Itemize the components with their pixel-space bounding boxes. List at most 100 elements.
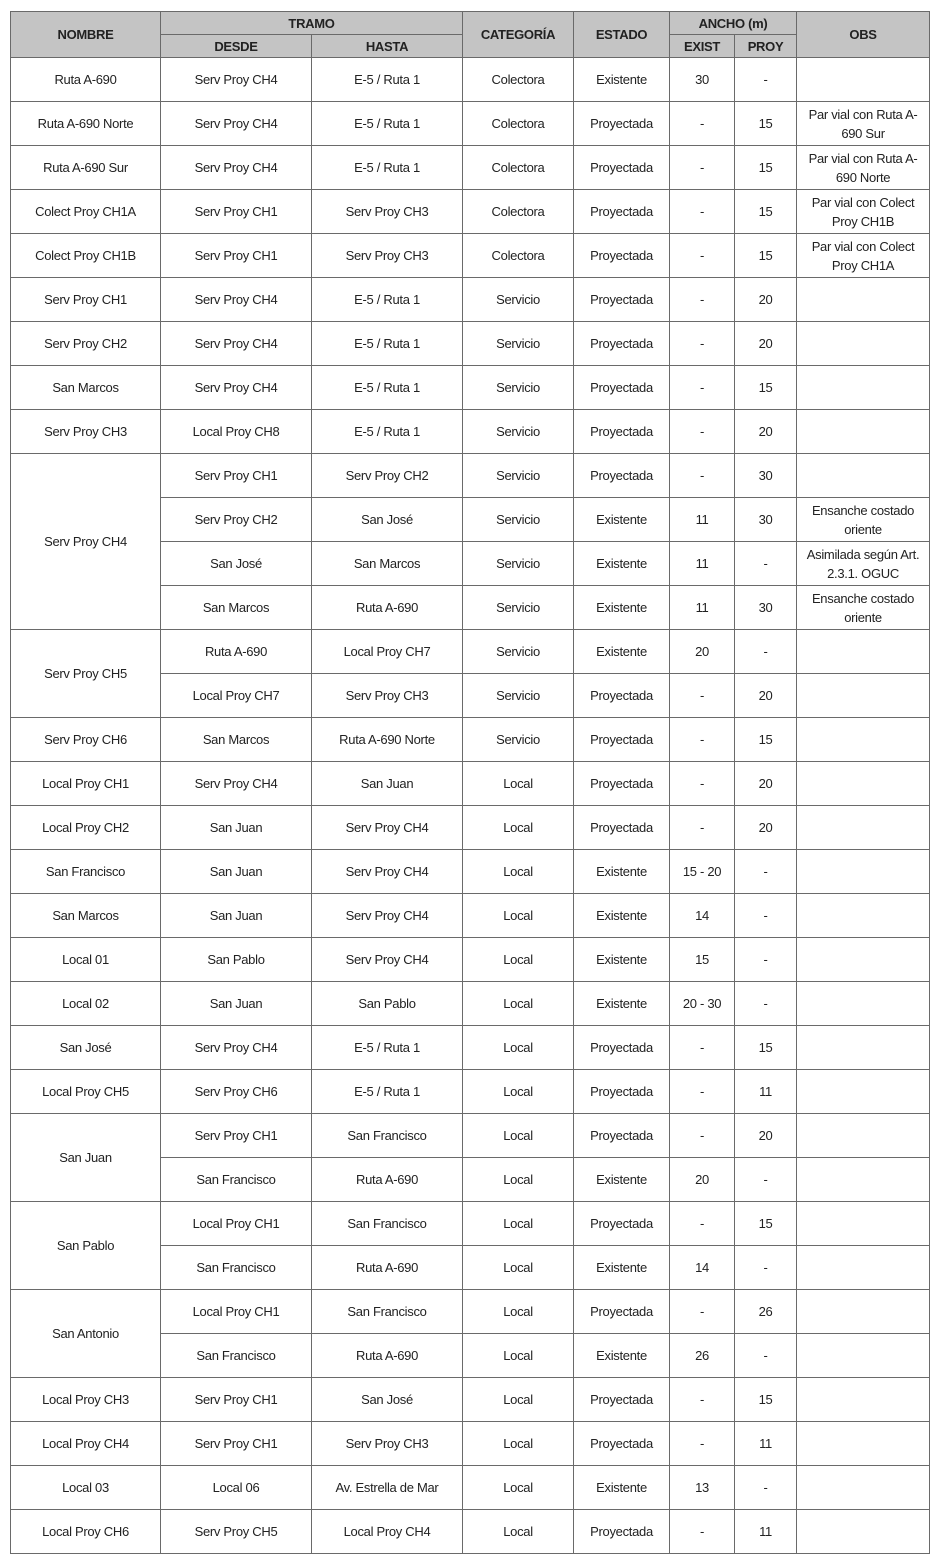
hasta-cell: San José bbox=[310, 497, 464, 542]
categoria-cell: Servicio bbox=[462, 365, 575, 410]
table-row: Local Proy CH1 Serv Proy CH4 San Juan Local… bbox=[10, 761, 931, 806]
obs-cell bbox=[796, 1069, 931, 1114]
header-cell: NOMBRE bbox=[10, 11, 161, 58]
desde-cell: San Juan bbox=[160, 849, 312, 894]
proy-cell: 20 bbox=[734, 409, 798, 454]
categoria-cell: Colectora bbox=[462, 233, 575, 278]
desde-cell: Local Proy CH7 bbox=[160, 673, 312, 718]
proy-cell: 26 bbox=[734, 1289, 798, 1334]
nombre-cell: Ruta A-690 Norte bbox=[10, 101, 161, 146]
hasta-cell: San Marcos bbox=[310, 541, 464, 586]
hasta-cell: San Francisco bbox=[310, 1289, 464, 1334]
hasta-cell: Serv Proy CH3 bbox=[310, 673, 464, 718]
exist-cell: 11 bbox=[669, 497, 736, 542]
table-row: Serv Proy CH2 Serv Proy CH4 E-5 / Ruta 1 Se… bbox=[10, 321, 931, 366]
estado-cell: Existente bbox=[573, 57, 671, 102]
categoria-cell: Local bbox=[462, 849, 575, 894]
estado-cell: Proyectada bbox=[573, 1113, 671, 1158]
header-cell: EXIST bbox=[669, 34, 736, 58]
exist-cell: - bbox=[669, 1025, 736, 1070]
table-row: San Marcos Ruta A-690 Servicio Existente 11 3… bbox=[11, 585, 931, 630]
nombre-cell: Local 03 bbox=[10, 1465, 161, 1510]
estado-cell: Proyectada bbox=[573, 321, 671, 366]
desde-cell: San Francisco bbox=[160, 1333, 312, 1378]
proy-cell: - bbox=[734, 1245, 798, 1290]
nombre-cell: Serv Proy CH1 bbox=[10, 277, 161, 322]
table-row: Local 01 San Pablo Serv Proy CH4 Local Exist… bbox=[10, 937, 931, 982]
obs-cell bbox=[796, 937, 931, 982]
proy-cell: 20 bbox=[734, 321, 798, 366]
categoria-cell: Servicio bbox=[462, 321, 575, 366]
nombre-cell: Colect Proy CH1A bbox=[10, 189, 161, 234]
exist-cell: 20 - 30 bbox=[669, 981, 736, 1026]
hasta-cell: E-5 / Ruta 1 bbox=[310, 145, 464, 190]
proy-cell: 15 bbox=[734, 1025, 798, 1070]
exist-cell: - bbox=[669, 233, 736, 278]
hasta-cell: Serv Proy CH3 bbox=[310, 1421, 464, 1466]
hasta-cell: San José bbox=[310, 1377, 464, 1422]
exist-cell: 20 bbox=[669, 629, 736, 674]
exist-cell: 15 - 20 bbox=[669, 849, 736, 894]
exist-cell: 13 bbox=[669, 1465, 736, 1510]
exist-cell: 11 bbox=[669, 585, 736, 630]
obs-cell: Par vial con Ruta A-690 Norte bbox=[796, 145, 931, 190]
table-row: Local Proy CH6 Serv Proy CH5 Local Proy CH… bbox=[10, 1509, 931, 1554]
table-row: Local 02 San Juan San Pablo Local Existente 2… bbox=[10, 981, 931, 1026]
proy-cell: - bbox=[734, 849, 798, 894]
exist-cell: - bbox=[669, 1289, 736, 1334]
obs-cell bbox=[796, 1201, 931, 1246]
hasta-cell: San Juan bbox=[310, 761, 464, 806]
obs-cell bbox=[796, 981, 931, 1026]
hasta-cell: E-5 / Ruta 1 bbox=[310, 365, 464, 410]
categoria-cell: Servicio bbox=[462, 541, 575, 586]
desde-cell: Serv Proy CH1 bbox=[160, 189, 312, 234]
proy-cell: 15 bbox=[734, 189, 798, 234]
categoria-cell: Local bbox=[462, 1465, 575, 1510]
nombre-cell: Ruta A-690 Sur bbox=[10, 145, 161, 190]
nombre-cell: San Antonio bbox=[10, 1289, 161, 1378]
header-cell: ESTADO bbox=[573, 11, 671, 58]
table-row: Colect Proy CH1B Serv Proy CH1 Serv Proy C… bbox=[10, 233, 931, 278]
estado-cell: Proyectada bbox=[573, 277, 671, 322]
categoria-cell: Local bbox=[462, 1069, 575, 1114]
estado-cell: Existente bbox=[573, 1245, 671, 1290]
hasta-cell: Ruta A-690 bbox=[310, 1245, 464, 1290]
estado-cell: Proyectada bbox=[573, 1377, 671, 1422]
hasta-cell: Serv Proy CH2 bbox=[310, 453, 464, 498]
obs-cell bbox=[796, 1157, 931, 1202]
proy-cell: 11 bbox=[734, 1509, 798, 1554]
exist-cell: - bbox=[669, 1509, 736, 1554]
desde-cell: Serv Proy CH5 bbox=[160, 1509, 312, 1554]
desde-cell: San José bbox=[160, 541, 312, 586]
estado-cell: Proyectada bbox=[573, 1201, 671, 1246]
hasta-cell: Serv Proy CH3 bbox=[310, 233, 464, 278]
obs-cell bbox=[796, 849, 931, 894]
desde-cell: Serv Proy CH4 bbox=[160, 321, 312, 366]
categoria-cell: Colectora bbox=[462, 57, 575, 102]
desde-cell: Serv Proy CH4 bbox=[160, 145, 312, 190]
nombre-cell: Local 01 bbox=[10, 937, 161, 982]
estado-cell: Proyectada bbox=[573, 1421, 671, 1466]
desde-cell: Serv Proy CH4 bbox=[160, 101, 312, 146]
exist-cell: 26 bbox=[669, 1333, 736, 1378]
nombre-cell: Serv Proy CH3 bbox=[10, 409, 161, 454]
categoria-cell: Local bbox=[462, 981, 575, 1026]
estado-cell: Proyectada bbox=[573, 189, 671, 234]
estado-cell: Proyectada bbox=[573, 409, 671, 454]
obs-cell bbox=[796, 409, 931, 454]
proy-cell: - bbox=[734, 541, 798, 586]
proy-cell: 20 bbox=[734, 1113, 798, 1158]
table-row: Local Proy CH4 Serv Proy CH1 Serv Proy CH3… bbox=[10, 1421, 931, 1466]
hasta-cell: Serv Proy CH4 bbox=[310, 893, 464, 938]
categoria-cell: Local bbox=[462, 761, 575, 806]
obs-cell bbox=[796, 1465, 931, 1510]
table-row: Serv Proy CH5 Ruta A-690 Local Proy CH7 Ser… bbox=[10, 629, 931, 718]
desde-cell: San Pablo bbox=[160, 937, 312, 982]
categoria-cell: Servicio bbox=[462, 497, 575, 542]
header-cell: CATEGORÍA bbox=[462, 11, 575, 58]
proy-cell: - bbox=[734, 1157, 798, 1202]
nombre-cell: Local Proy CH6 bbox=[10, 1509, 161, 1554]
table-row: San Marcos San Juan Serv Proy CH4 Local Exis… bbox=[10, 893, 931, 938]
exist-cell: - bbox=[669, 101, 736, 146]
